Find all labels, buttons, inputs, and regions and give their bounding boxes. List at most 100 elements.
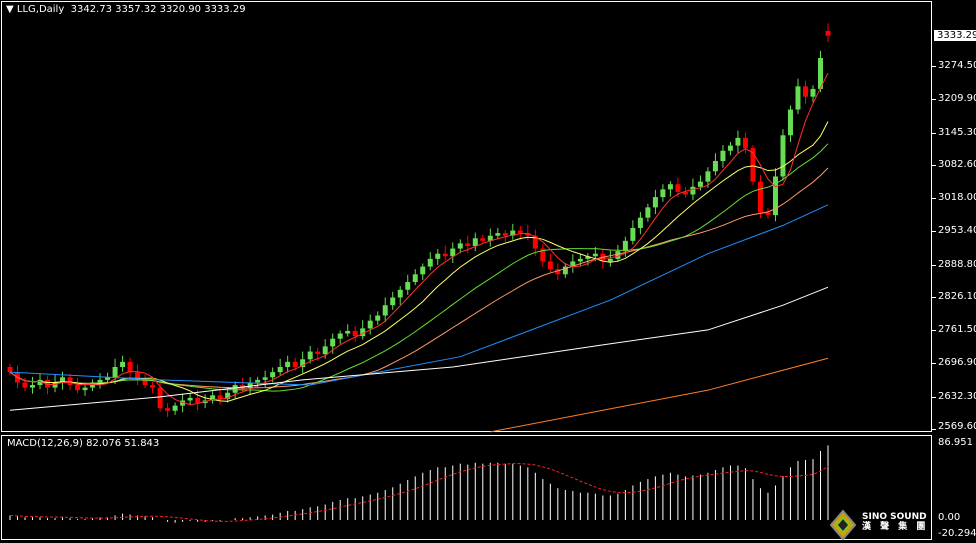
bull-candle [390, 297, 396, 306]
bull-candle [90, 382, 96, 388]
bull-candle [82, 387, 88, 391]
price-tick [932, 330, 936, 332]
bull-candle [787, 109, 793, 136]
sino-sound-logo [830, 509, 860, 543]
bear-candle [802, 86, 808, 97]
bear-candle [315, 351, 321, 355]
bull-candle [112, 367, 118, 378]
bear-candle [240, 385, 246, 388]
logo-text: SINO SOUND 漢 聲 集 團 [862, 512, 928, 532]
ma60-line [9, 204, 829, 386]
price-tick [932, 296, 936, 298]
bull-candle [457, 243, 463, 249]
bull-candle [615, 251, 621, 259]
price-tick [932, 132, 936, 134]
bull-candle [60, 377, 66, 383]
bear-candle [675, 184, 681, 192]
bear-candle [532, 235, 538, 249]
macd-title: MACD(12,26,9) 82.076 51.843 [7, 438, 160, 449]
bear-candle [142, 379, 148, 386]
bull-candle [645, 207, 651, 218]
collapse-triangle-icon[interactable]: ▼ [6, 4, 17, 15]
bear-candle [127, 361, 133, 373]
bull-candle [285, 361, 291, 368]
chart-title: ▼ LLG,Daily 3342.73 3357.32 3320.90 3333… [6, 4, 246, 15]
bear-candle [7, 367, 13, 373]
bear-candle [742, 137, 748, 149]
bear-candle [352, 330, 358, 337]
bull-candle [277, 367, 283, 373]
bear-candle [682, 191, 688, 195]
bull-candle [345, 330, 351, 334]
price-chart-panel[interactable] [1, 1, 932, 432]
bear-candle [157, 387, 163, 409]
macd-panel[interactable] [1, 435, 932, 540]
diamond-logo-icon [830, 509, 857, 541]
price-tick [932, 396, 936, 398]
bull-candle [262, 377, 268, 380]
bull-candle [30, 385, 36, 388]
price-tick [932, 198, 936, 200]
bull-candle [337, 333, 343, 339]
bull-candle [727, 145, 733, 151]
bull-candle [172, 405, 178, 411]
price-tick-label: 3145.30 [938, 126, 976, 138]
macd-tick-label: -20.294 [938, 528, 976, 539]
current-price-label: 3333.29 [934, 30, 976, 41]
bear-candle [195, 397, 201, 404]
bear-candle [75, 385, 81, 391]
bull-candle [255, 379, 261, 383]
bull-candle [247, 382, 253, 388]
bull-candle [120, 361, 126, 368]
bear-candle [217, 395, 223, 399]
bear-candle [517, 230, 523, 234]
bear-candle [750, 148, 756, 182]
bull-candle [622, 240, 628, 252]
price-tick-label: 3082.60 [938, 158, 976, 170]
bull-candle [795, 86, 801, 110]
bull-candle [487, 235, 493, 241]
bull-candle [37, 379, 43, 386]
bull-candle [660, 189, 666, 198]
bull-candle [697, 181, 703, 187]
symbol-title: LLG,Daily [16, 4, 65, 15]
bull-candle [705, 171, 711, 182]
bull-candle [712, 161, 718, 172]
logo-name: SINO SOUND [862, 512, 927, 522]
price-tick-label: 2632.30 [938, 390, 976, 402]
ma20-line [9, 143, 829, 392]
price-tick [932, 99, 936, 101]
bear-candle [525, 233, 531, 236]
bear-candle [480, 238, 486, 241]
bull-candle [375, 315, 381, 321]
bear-candle [555, 269, 561, 275]
bear-candle [67, 377, 73, 386]
bull-candle [720, 150, 726, 162]
price-tick [932, 66, 936, 68]
price-tick-label: 3209.90 [938, 93, 976, 105]
bull-candle [690, 186, 696, 195]
price-tick-label: 2826.10 [938, 290, 976, 302]
bull-candle [435, 253, 441, 259]
bull-candle [210, 395, 216, 401]
bull-candle [97, 379, 103, 383]
bull-candle [510, 230, 516, 236]
ma250-line [490, 357, 829, 433]
bull-candle [307, 351, 313, 360]
macd-tick-label: 86.951 [938, 437, 973, 448]
bull-candle [472, 238, 478, 246]
bull-candle [412, 274, 418, 283]
bull-candle [105, 377, 111, 380]
bull-candle [300, 359, 306, 368]
bull-candle [382, 305, 388, 316]
ma120-line [9, 286, 829, 411]
price-tick-label: 2888.80 [938, 258, 976, 270]
bear-candle [547, 261, 553, 270]
bear-candle [135, 372, 141, 380]
bear-candle [45, 379, 51, 388]
price-tick [932, 363, 936, 365]
bear-candle [442, 253, 448, 257]
price-tick-label: 2569.60 [938, 421, 976, 432]
bull-candle [570, 261, 576, 267]
bull-candle [52, 382, 58, 388]
